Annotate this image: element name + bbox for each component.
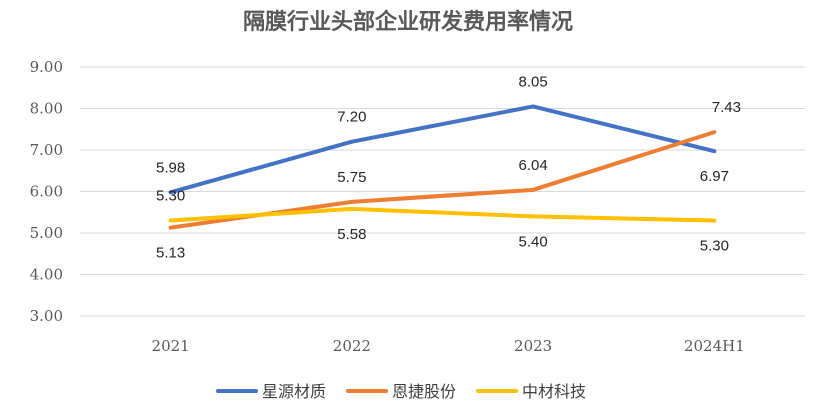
data-label: 5.30 — [700, 238, 729, 255]
series-line — [168, 104, 717, 195]
y-tick-label: 9.00 — [30, 58, 63, 76]
x-tick-label: 2024H1 — [684, 337, 745, 355]
x-tick-label: 2021 — [152, 337, 190, 355]
legend-label: 星源材质 — [262, 382, 326, 401]
data-label: 6.04 — [519, 157, 548, 174]
data-label: 8.05 — [519, 73, 548, 90]
data-label: 7.43 — [712, 99, 741, 116]
gridlines — [80, 66, 805, 317]
data-label: 5.30 — [156, 188, 185, 205]
legend-label: 中材科技 — [522, 382, 586, 401]
y-tick-label: 7.00 — [30, 141, 63, 159]
series-lines — [168, 104, 717, 230]
x-tick-label: 2023 — [514, 337, 552, 355]
data-label: 6.97 — [700, 168, 729, 185]
y-tick-label: 6.00 — [30, 183, 63, 201]
data-label: 5.75 — [337, 169, 366, 186]
data-label: 5.40 — [519, 233, 548, 250]
data-label: 7.20 — [337, 109, 366, 126]
data-label: 5.98 — [156, 159, 185, 176]
data-label: 5.13 — [156, 245, 185, 262]
y-tick-label: 8.00 — [30, 100, 63, 118]
legend-label: 恩捷股份 — [392, 382, 456, 401]
legend: 星源材质 恩捷股份 中材科技 — [216, 382, 586, 401]
y-axis-ticks: 3.00 4.00 5.00 6.00 7.00 8.00 9.00 — [30, 58, 63, 325]
x-tick-label: 2022 — [333, 337, 371, 355]
data-label: 5.58 — [337, 226, 366, 243]
x-axis-ticks: 2021 2022 2023 2024H1 — [152, 337, 745, 355]
data-labels: 5.98 7.20 8.05 6.97 5.13 5.75 6.04 7.43 5.30 5.58… — [156, 73, 741, 261]
series-line — [168, 206, 717, 223]
y-tick-label: 5.00 — [30, 224, 63, 242]
y-tick-label: 3.00 — [30, 307, 63, 325]
y-tick-label: 4.00 — [30, 266, 63, 284]
chart-title: 隔膜行业头部企业研发费用率情况 — [243, 9, 573, 35]
